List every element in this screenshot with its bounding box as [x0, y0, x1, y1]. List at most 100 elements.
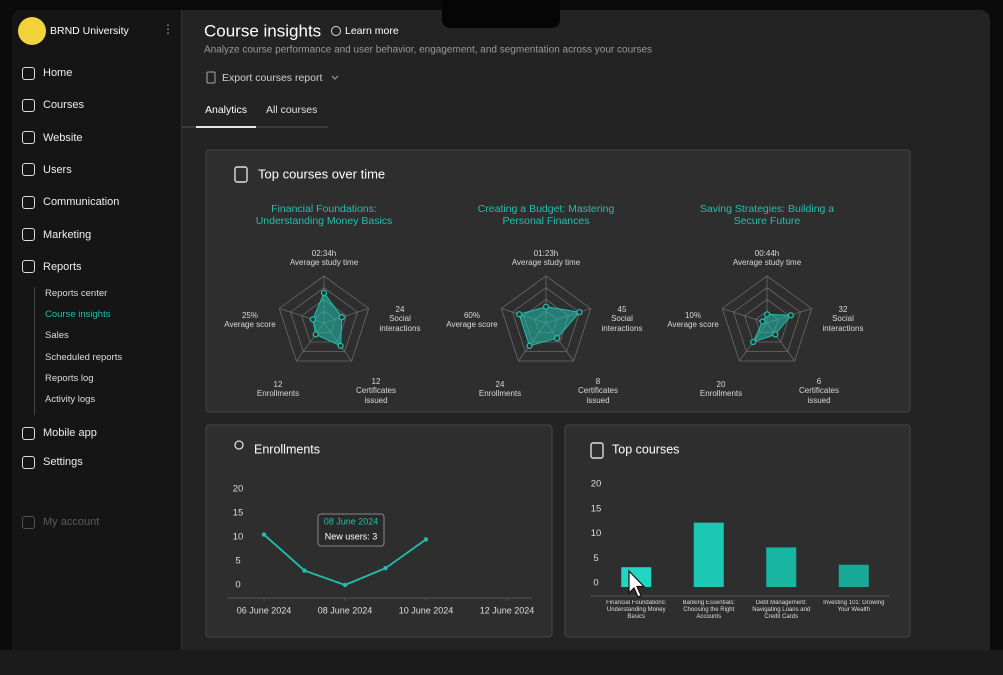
org-name[interactable]: BRND University — [50, 25, 129, 37]
line-point — [302, 568, 307, 573]
tab[interactable]: Analytics — [205, 104, 247, 116]
nav-label[interactable]: Home — [43, 67, 73, 79]
radar-axis-label-box: 10% Average score — [653, 302, 733, 338]
radar-axis-label-box: 8 Certificates issued — [558, 373, 638, 409]
tooltip-title: 08 June 2024 — [324, 516, 379, 526]
nav-label[interactable]: Users — [43, 163, 72, 176]
nav-label[interactable]: Marketing — [43, 228, 92, 241]
learn-more[interactable]: Learn more — [345, 25, 399, 37]
export-button[interactable]: Export courses report — [222, 72, 322, 84]
radar-axis-label-box: 45 Social interactions — [582, 301, 662, 337]
radar-axis-label-box: 25% Average score — [210, 302, 290, 338]
nav-label[interactable]: Courses — [43, 99, 84, 112]
nav-label[interactable]: Reports — [43, 260, 82, 273]
x-tick-label: 06 June 2024 — [237, 605, 292, 615]
radar-point — [787, 312, 794, 319]
page-title: Course insights — [204, 21, 321, 40]
radar-value-label: 6 — [816, 377, 822, 387]
radar-ring — [500, 275, 592, 362]
radar-ring — [301, 299, 347, 343]
sub-nav-item[interactable]: Course insights — [45, 309, 111, 321]
radar-point — [337, 342, 344, 349]
radar-ring — [721, 275, 813, 362]
nav-icon — [22, 131, 35, 145]
nav-icon — [22, 163, 35, 177]
nav-item[interactable]: Home — [22, 65, 72, 81]
radar-axis-label-box: 6 Certificates issued — [779, 373, 859, 409]
user-icon — [234, 440, 244, 450]
y-tick-label: 15 — [591, 503, 602, 514]
radar-axis-name: Enrollments — [699, 389, 743, 398]
radar-title-box: Financial Foundations: Understanding Mon… — [255, 203, 393, 228]
bar — [766, 547, 797, 587]
x-tick-label: Investing 101: Growing Your Wealth — [823, 600, 884, 613]
radar-point — [309, 316, 316, 323]
x-tick-label-box: Banking Essentials: Choosing the Right A… — [682, 600, 735, 620]
radar-axis-name: Average study time — [289, 258, 359, 267]
nav-label[interactable]: Communication — [43, 196, 120, 209]
radar-point — [576, 308, 583, 316]
tab[interactable]: All courses — [266, 104, 317, 116]
nav-item[interactable]: Communication — [22, 194, 119, 210]
radar-point — [312, 331, 319, 338]
radar-axis-name: Average score — [224, 320, 276, 329]
radar-value-label: 00:44h — [754, 248, 780, 258]
nav-item[interactable]: Settings — [22, 454, 83, 470]
radar-axis-name: Social interactions — [822, 314, 864, 333]
nav-item[interactable]: Courses — [22, 97, 84, 113]
x-tick-label: Financial Foundations: Understanding Mon… — [606, 600, 667, 620]
radar-area — [312, 291, 343, 347]
org-menu[interactable]: ⋮ — [162, 22, 174, 36]
radar-axis-name: Certificates issued — [355, 386, 396, 405]
radar-axis-label-box: 12 Certificates issued — [336, 373, 416, 409]
sub-nav-item[interactable]: Scheduled reports — [45, 351, 123, 363]
radar-axis-label-box: 24 Social interactions — [360, 301, 440, 337]
nav-item[interactable]: Reports — [22, 259, 82, 275]
nav-label[interactable]: My account — [43, 516, 100, 528]
bar — [693, 522, 724, 587]
nav-icon — [22, 228, 35, 241]
radar-area — [518, 306, 581, 347]
radar-axis-name: Social interactions — [601, 314, 643, 333]
radar-ring — [744, 299, 790, 343]
radar-value-label: 32 — [838, 305, 848, 315]
radar-axis-name: Average score — [667, 320, 719, 329]
export-icon — [206, 71, 216, 84]
sub-nav-item[interactable]: Sales — [45, 330, 69, 342]
book-icon — [234, 166, 248, 183]
radar-axis-label: 10%Average score — [653, 302, 733, 338]
sub-nav-item[interactable]: Activity logs — [45, 394, 96, 405]
nav-item[interactable]: Mobile app — [22, 425, 97, 441]
sub-nav-item[interactable]: Reports log — [45, 372, 94, 384]
radar-axis-name: Certificates issued — [798, 386, 839, 405]
radar-axis-name: Social interactions — [379, 314, 421, 333]
x-tick-label-box: Financial Foundations: Understanding Mon… — [606, 600, 667, 620]
radar-axis-label-box: 02:34h Average study time — [284, 240, 364, 276]
line-point — [423, 537, 429, 542]
subtitle: Analyze course performance and user beha… — [204, 45, 652, 56]
main: Course insights Learn more Analyze cours… — [182, 21, 911, 638]
nav-label[interactable]: Website — [43, 131, 83, 144]
sub-nav-item[interactable]: Reports center — [45, 288, 108, 299]
y-tick-label: 5 — [235, 556, 240, 567]
radar-axis-label-box: 12 Enrollments — [238, 371, 318, 407]
nav-item[interactable]: Users — [22, 162, 72, 178]
x-tick-label-box: Debt Management: Navigating Loans and Cr… — [752, 600, 811, 620]
sub-nav-rule — [34, 287, 35, 415]
radar-value-label: 24 — [395, 305, 405, 315]
nav-item[interactable]: My account — [22, 514, 99, 530]
radar-point — [542, 303, 550, 310]
nav-item[interactable]: Marketing — [22, 227, 91, 243]
radar-axis-label-box: 24 Enrollments — [460, 371, 540, 407]
nav-item[interactable]: Website — [22, 130, 83, 146]
tooltip — [317, 513, 385, 547]
nav-label[interactable]: Mobile app — [43, 427, 97, 439]
nav-label[interactable]: Settings — [43, 456, 83, 468]
